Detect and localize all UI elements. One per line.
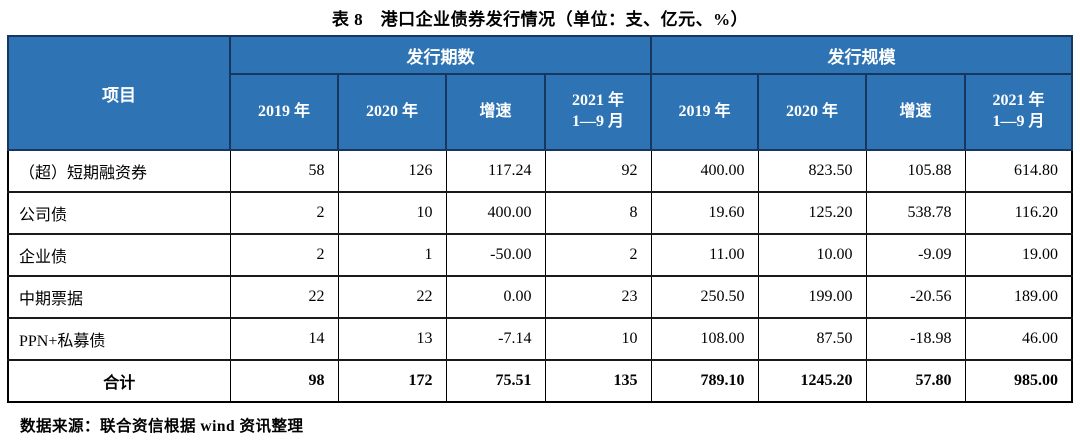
row-label: （超）短期融资券 [7,149,231,192]
cell-value: 14 [229,317,339,360]
row-label: 企业债 [7,233,231,276]
column-header-0: 2019 年 [229,73,339,151]
cell-value: 538.78 [865,191,966,234]
cell-value: 250.50 [650,275,759,318]
cell-value: 2 [229,191,339,234]
cell-value: 1 [337,233,447,276]
cell-value: 985.00 [964,359,1073,402]
table-row: PPN+私募债 14 13 -7.14 10 108.00 87.50 -18.98 46.00 [7,317,1073,360]
cell-value: -18.98 [865,317,966,360]
cell-value: 105.88 [865,149,966,192]
cell-value: 108.00 [650,317,759,360]
cell-value: 2 [544,233,652,276]
cell-value: 823.50 [757,149,867,192]
cell-value: 75.51 [445,359,546,402]
cell-value: 126 [337,149,447,192]
table-row: 公司债 2 10 400.00 8 19.60 125.20 538.78 116.20 [7,191,1073,234]
row-label: 合计 [7,359,231,402]
cell-value: 11.00 [650,233,759,276]
column-header-5: 2020 年 [757,73,867,151]
cell-value: 117.24 [445,149,546,192]
row-label: PPN+私募债 [7,317,231,360]
cell-value: -20.56 [865,275,966,318]
cell-value: 0.00 [445,275,546,318]
row-label: 公司债 [7,191,231,234]
cell-value: 189.00 [964,275,1073,318]
cell-value: 1245.20 [757,359,867,402]
cell-value: 789.10 [650,359,759,402]
cell-value: 98 [229,359,339,402]
cell-value: 125.20 [757,191,867,234]
table-row: 中期票据 22 22 0.00 23 250.50 199.00 -20.56 189.00 [7,275,1073,318]
sub-header-row: 2019 年 2020 年增速 2021 年 1—9 月 2019 年 2020 年增速… [8,73,1073,151]
column-header-2: 增速 [445,73,546,151]
cell-value: 10 [337,191,447,234]
group-header-row: 项目 发行期数 发行规模 [7,35,1073,151]
table-body: （超）短期融资券 58 126 117.24 92 400.00 823.50 105.88 6… [7,149,1073,402]
table-title: 表 8 港口企业债券发行情况（单位：支、亿元、%） [331,10,749,29]
cell-value: 22 [229,275,339,318]
column-header-6: 增速 [865,73,966,151]
cell-value: 2 [229,233,339,276]
cell-value: 199.00 [757,275,867,318]
column-header-item: 项目 [7,35,231,151]
table-row: 企业债 2 1 -50.00 2 11.00 10.00 -9.09 19.00 [7,233,1073,276]
cell-value: 10.00 [757,233,867,276]
column-header-4: 2019 年 [650,73,759,151]
column-header-1: 2020 年 [337,73,447,151]
cell-value: 135 [544,359,652,402]
cell-value: 87.50 [757,317,867,360]
cell-value: 400.00 [445,191,546,234]
data-source-note: 数据来源：联合资信根据 wind 资讯整理 [20,418,304,435]
column-header-7: 2021 年 1—9 月 [964,73,1073,151]
cell-value: 400.00 [650,149,759,192]
cell-value: 92 [544,149,652,192]
cell-value: 22 [337,275,447,318]
group-header-issue-scale: 发行规模 [650,35,1073,75]
cell-value: 57.80 [865,359,966,402]
cell-value: 8 [544,191,652,234]
cell-value: 116.20 [964,191,1073,234]
column-header-3: 2021 年 1—9 月 [544,73,652,151]
cell-value: 172 [337,359,447,402]
cell-value: 19.60 [650,191,759,234]
cell-value: 614.80 [964,149,1073,192]
cell-value: 10 [544,317,652,360]
group-header-issue-count: 发行期数 [229,35,652,75]
total-row: 合计 98 172 75.51 135 789.10 1245.20 57.80 985.00 [7,359,1073,402]
table-row: （超）短期融资券 58 126 117.24 92 400.00 823.50 105.88 6… [7,149,1073,192]
cell-value: 13 [337,317,447,360]
row-label: 中期票据 [7,275,231,318]
cell-value: 58 [229,149,339,192]
cell-value: -7.14 [445,317,546,360]
cell-value: 19.00 [964,233,1073,276]
cell-value: 46.00 [964,317,1073,360]
cell-value: -50.00 [445,233,546,276]
cell-value: 23 [544,275,652,318]
cell-value: -9.09 [865,233,966,276]
